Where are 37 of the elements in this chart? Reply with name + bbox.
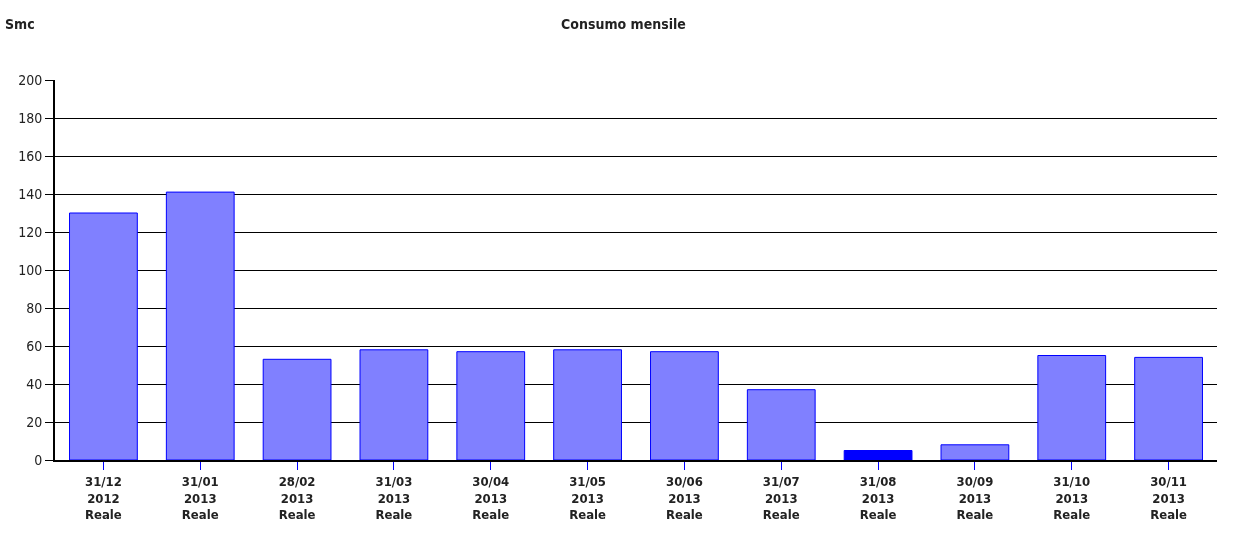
- bar: [69, 212, 138, 460]
- x-tick-label: 31/12 2012 Reale: [85, 473, 122, 523]
- x-tick-label: 31/03 2013 Reale: [375, 473, 413, 523]
- y-tick-label: 40: [26, 375, 43, 392]
- bar: [165, 191, 235, 460]
- y-tick-label: 0: [34, 451, 43, 468]
- bar: [650, 351, 719, 460]
- x-tick-label: 30/06 2013 Reale: [666, 473, 703, 523]
- bar: [456, 351, 526, 460]
- chart-title: Consumo mensile: [561, 16, 686, 33]
- y-tick-label: 20: [26, 413, 43, 430]
- y-tick-label: 160: [18, 147, 43, 164]
- x-tick-label: 31/10 2013 Reale: [1053, 473, 1091, 523]
- bar: [843, 450, 913, 460]
- bar: [746, 389, 816, 460]
- bar: [940, 444, 1010, 460]
- y-tick-label: 120: [18, 223, 43, 240]
- bar: [262, 358, 332, 460]
- x-tick-label: 30/04 2013 Reale: [472, 473, 510, 523]
- y-tick-label: 60: [26, 337, 43, 354]
- x-tick-label: 30/11 2013 Reale: [1150, 473, 1188, 523]
- y-tick-label: 100: [18, 261, 43, 278]
- y-tick-label: 180: [18, 109, 43, 126]
- bar: [1037, 355, 1107, 460]
- x-tick-label: 31/08 2013 Reale: [859, 473, 897, 523]
- bar: [553, 349, 622, 460]
- y-tick-label: 80: [26, 299, 43, 316]
- x-tick-label: 31/01 2013 Reale: [181, 473, 219, 523]
- bar: [359, 349, 429, 460]
- y-tick-label: 140: [18, 185, 43, 202]
- y-tick-label: 200: [18, 71, 43, 88]
- bar: [1134, 356, 1203, 460]
- x-tick-label: 28/02 2013 Reale: [278, 473, 316, 523]
- y-axis-title: Smc: [5, 16, 35, 32]
- x-tick-label: 30/09 2013 Reale: [956, 473, 994, 523]
- x-tick-label: 31/05 2013 Reale: [569, 473, 607, 523]
- x-tick-label: 31/07 2013 Reale: [762, 473, 800, 523]
